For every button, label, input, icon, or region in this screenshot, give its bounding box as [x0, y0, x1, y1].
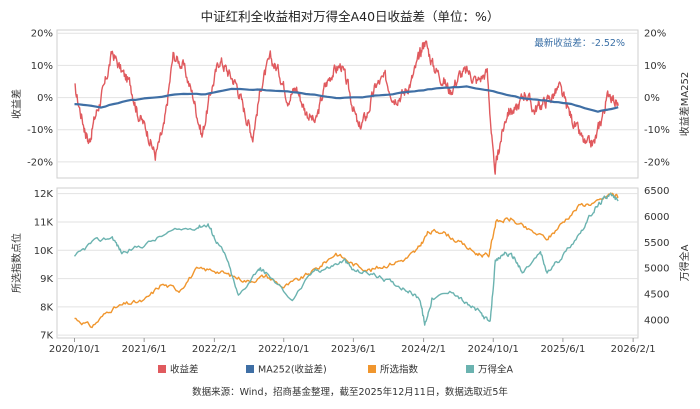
bottom-left-tick-label: 12K — [34, 189, 54, 200]
bottom-left-axis-title: 所选指数点位 — [10, 233, 23, 293]
legend-label: 收益差 — [170, 364, 199, 376]
top-right-tick-label: -20% — [644, 157, 670, 168]
bottom-right-tick-label: 6500 — [644, 186, 669, 197]
legend-swatch — [158, 365, 166, 373]
x-tick-label: 2026/2/1 — [611, 344, 656, 355]
top-left-tick-label: 20% — [31, 29, 53, 40]
ma252-line — [74, 85, 619, 113]
legend: 收益差 MA252(收益差) 所选指数 万得全A — [158, 364, 514, 376]
source-note: 数据来源：Wind，招商基金整理，截至2025年12月11日，数据选取近5年 — [192, 386, 508, 398]
wind-all-a-line — [73, 192, 619, 326]
top-left-tick-label: 10% — [31, 61, 53, 72]
top-panel: 20% 20% 10% 10% 0% 0% -10% -10% -20% -20% 收益差 收益差MA… — [10, 29, 691, 179]
x-tick-label: 2025/6/1 — [540, 344, 585, 355]
top-left-tick-label: -10% — [27, 125, 53, 136]
legend-swatch — [466, 365, 474, 373]
bottom-left-tick-label: 8K — [40, 302, 53, 313]
x-tick-label: 2024/2/1 — [401, 344, 446, 355]
bottom-right-tick-label: 4500 — [644, 290, 669, 301]
top-plot-frame — [56, 29, 639, 179]
x-tick-label: 2020/10/1 — [49, 344, 100, 355]
selected-index-line — [74, 192, 619, 329]
latest-spread-annotation: 最新收益差：-2.52% — [534, 37, 625, 49]
bottom-right-tick-label: 5500 — [644, 238, 669, 249]
x-tick-label: 2024/10/1 — [468, 344, 519, 355]
legend-swatch — [246, 365, 254, 373]
top-right-axis-title: 收益差MA252 — [678, 72, 691, 137]
top-right-tick-label: 10% — [644, 61, 666, 72]
legend-label: 所选指数 — [380, 364, 419, 376]
bottom-right-axis-title: 万得全A — [678, 244, 691, 281]
legend-swatch — [368, 365, 376, 373]
top-right-tick-label: -10% — [644, 125, 670, 136]
legend-label: MA252(收益差) — [258, 364, 327, 376]
bottom-plot-frame — [56, 187, 639, 339]
top-left-tick-label: -20% — [27, 157, 53, 168]
bottom-left-tick-label: 11K — [34, 217, 54, 228]
legend-label: 万得全A — [478, 364, 514, 376]
top-right-tick-label: 20% — [644, 29, 666, 40]
bottom-left-tick-label: 10K — [34, 246, 54, 257]
top-right-tick-label: 0% — [644, 93, 660, 104]
return-spread-line — [74, 40, 619, 175]
x-tick-label: 2023/6/1 — [331, 344, 376, 355]
top-left-tick-label: 0% — [37, 93, 53, 104]
x-tick-label: 2022/10/1 — [258, 344, 309, 355]
bottom-right-tick-label: 6000 — [644, 212, 669, 223]
x-tick-label: 2021/6/1 — [122, 344, 167, 355]
bottom-right-tick-label: 4000 — [644, 315, 669, 326]
bottom-left-tick-label: 9K — [40, 274, 53, 285]
x-tick-label: 2022/2/1 — [192, 344, 237, 355]
bottom-right-tick-label: 5000 — [644, 264, 669, 275]
bottom-panel: 12K 11K 10K 9K 8K 7K 6500 6000 5500 5000 4500 4000 所… — [10, 186, 691, 355]
chart-title: 中证红利全收益相对万得全A40日收益差（单位：%） — [201, 9, 500, 24]
bottom-left-tick-label: 7K — [40, 331, 53, 342]
top-left-axis-title: 收益差 — [10, 89, 23, 119]
